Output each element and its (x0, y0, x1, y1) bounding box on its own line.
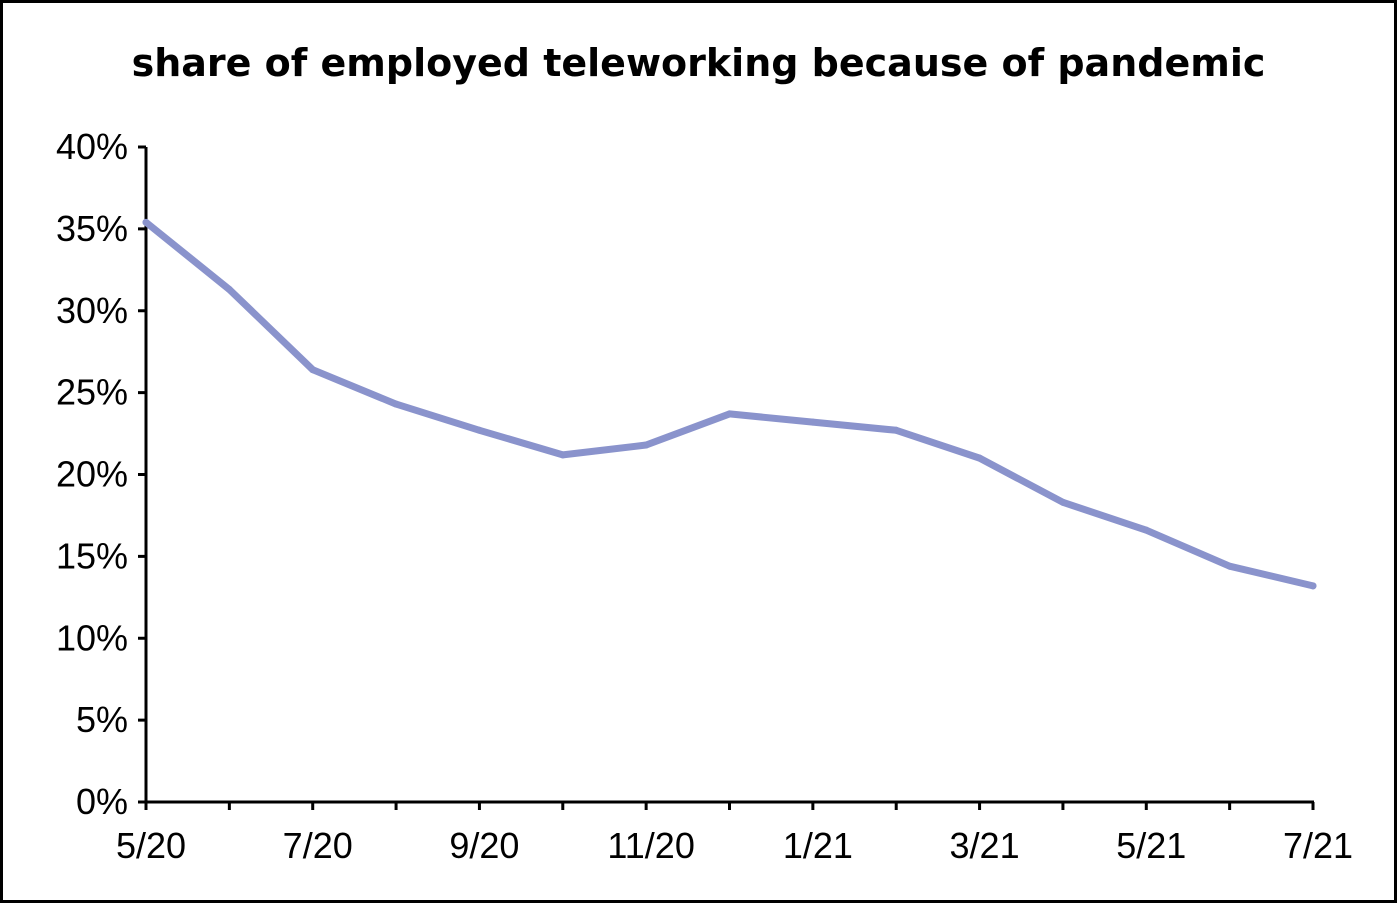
data-point (726, 410, 733, 418)
x-axis-ticks: 5/20 7/20 9/20 11/20 1/21 3/21 5/21 7/21 (116, 802, 1353, 866)
axes (144, 147, 1314, 804)
y-tick-label: 5% (76, 699, 128, 740)
series-line (142, 218, 1317, 590)
y-tick-label: 40% (56, 126, 128, 167)
data-point (1309, 582, 1317, 590)
data-point (809, 418, 817, 426)
x-tick-label: 9/20 (449, 825, 519, 866)
data-point (642, 441, 650, 449)
y-axis-ticks: 0% 5% 10% 15% 20% 25% 30% 35% 40% (56, 126, 146, 822)
y-tick-label: 35% (56, 208, 128, 249)
y-tick-label: 25% (56, 372, 128, 413)
x-tick-label: 5/20 (116, 825, 186, 866)
data-point (892, 426, 900, 434)
data-point (1059, 498, 1067, 506)
data-point (475, 426, 483, 434)
data-point (392, 400, 400, 408)
data-point (1142, 526, 1150, 534)
series-group (142, 218, 1317, 590)
data-point (976, 454, 984, 462)
y-tick-label: 0% (76, 781, 128, 822)
y-tick-label: 20% (56, 454, 128, 495)
y-tick-label: 30% (56, 290, 128, 331)
x-tick-label: 11/20 (607, 825, 694, 866)
x-tick-label: 1/21 (783, 825, 853, 866)
x-tick-label: 7/20 (283, 825, 353, 866)
chart-title: share of employed teleworking because of… (131, 41, 1266, 85)
x-tick-label: 5/21 (1116, 825, 1186, 866)
x-tick-label: 3/21 (950, 825, 1020, 866)
data-point (1226, 562, 1234, 570)
y-tick-label: 10% (56, 617, 128, 658)
data-point (309, 366, 317, 374)
x-tick-label: 7/21 (1283, 825, 1353, 866)
data-point (142, 218, 150, 226)
data-point (559, 451, 567, 459)
data-point (225, 285, 233, 293)
y-tick-label: 15% (56, 535, 128, 576)
